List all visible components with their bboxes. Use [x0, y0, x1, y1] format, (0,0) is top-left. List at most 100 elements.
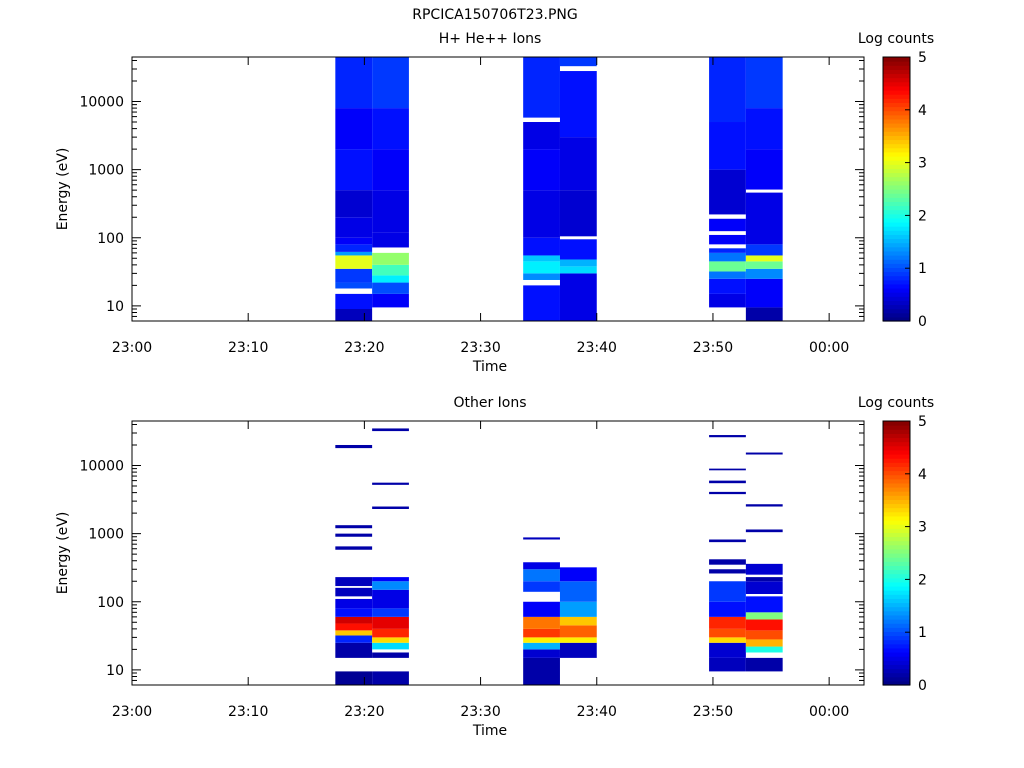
heatmap-cell	[372, 506, 409, 509]
colorbar-segment	[883, 168, 910, 174]
heatmap-cell	[745, 244, 783, 256]
colorbar-segment	[883, 635, 910, 641]
colorbar-segment	[883, 569, 910, 575]
heatmap-cell	[745, 255, 783, 262]
colorbar-segment	[883, 94, 910, 99]
heatmap-cell	[559, 259, 597, 267]
colorbar-segment	[883, 123, 910, 128]
colorbar-segment	[883, 184, 910, 190]
heatmap-cell	[372, 108, 409, 150]
colorbar-segment	[883, 205, 910, 211]
heatmap-cell	[335, 608, 373, 617]
colorbar-segment	[883, 532, 910, 538]
x-tick-label: 23:00	[112, 704, 152, 720]
colorbar-segment	[883, 69, 910, 75]
panel-title: Other Ions	[453, 395, 526, 411]
heatmap-cell	[372, 608, 409, 617]
colorbar-segment	[883, 619, 910, 624]
colorbar-segment	[883, 61, 910, 66]
heatmap-cell	[372, 190, 409, 233]
heatmap-cell	[745, 452, 783, 455]
colorbar-segment	[883, 271, 910, 277]
colorbar-segment	[883, 429, 910, 434]
heatmap-cell	[559, 581, 597, 602]
heatmap-cell	[709, 616, 746, 629]
colorbar-segment	[883, 581, 910, 587]
x-tick-label: 23:30	[460, 704, 500, 720]
heatmap-cell	[559, 239, 597, 260]
colorbar-segment	[883, 528, 910, 533]
colorbar-segment	[883, 548, 910, 554]
y-tick-label: 1000	[88, 527, 124, 543]
colorbar-segment	[883, 672, 910, 678]
plot-frame	[131, 420, 865, 686]
colorbar-segment	[883, 565, 910, 571]
x-tick-label: 23:30	[460, 340, 500, 356]
heatmap-cell	[523, 261, 560, 274]
heatmap-cell	[335, 630, 373, 636]
colorbar-tick-label: 2	[918, 572, 927, 588]
heatmap-cell	[745, 619, 783, 631]
heatmap-cell	[709, 559, 746, 565]
heatmap-cell	[335, 217, 373, 238]
x-tick-label: 23:40	[577, 704, 617, 720]
colorbar-segment	[883, 222, 910, 227]
heatmap-cell	[523, 637, 560, 643]
y-tick-label: 100	[97, 231, 124, 247]
heatmap-cell	[709, 435, 746, 438]
heatmap-cell	[709, 169, 746, 215]
panels: H+ He++ Ions 23:00 23:10 23:20 23:30 23:40 23:…	[55, 31, 934, 739]
heatmap-cell	[745, 657, 783, 672]
colorbar-segment	[883, 118, 910, 124]
heatmap-cell	[335, 282, 373, 289]
heatmap-cell	[335, 268, 373, 283]
colorbar-frame	[882, 420, 911, 686]
heatmap-cell	[745, 504, 783, 507]
heatmap-cell	[523, 657, 560, 685]
colorbar-segment	[883, 544, 910, 550]
heatmap-cell	[745, 630, 783, 640]
colorbar-segment	[883, 639, 910, 645]
x-tick-label: 00:00	[809, 704, 849, 720]
plot-frame	[131, 56, 865, 322]
y-tick-label: 10	[106, 299, 124, 315]
colorbar-tick-label: 5	[918, 50, 927, 66]
heatmap-cell	[335, 642, 373, 658]
colorbar-segment	[883, 73, 910, 79]
colorbar-segment	[883, 524, 910, 529]
colorbar-segment	[883, 110, 910, 116]
heatmap-cell	[709, 278, 746, 294]
colorbar-segment	[883, 631, 910, 637]
colorbar-segment	[883, 255, 910, 260]
colorbar-tick-label: 0	[918, 678, 927, 694]
heatmap-cell	[523, 649, 560, 658]
colorbar-segment	[883, 292, 910, 297]
heatmap-cell	[709, 57, 746, 123]
heatmap-cell	[335, 635, 373, 643]
colorbar-label: Log counts	[858, 395, 934, 411]
colorbar-segment	[883, 217, 910, 223]
x-tick-label: 23:00	[112, 340, 152, 356]
heatmap-cell	[335, 237, 373, 245]
heatmap-cell	[523, 569, 560, 582]
colorbar-segment	[883, 139, 910, 145]
heatmap-cell	[335, 525, 373, 529]
colorbar-segment	[883, 454, 910, 459]
heatmap-cell	[745, 581, 783, 594]
y-tick-label: 10000	[79, 459, 124, 475]
heatmap-cell	[372, 628, 409, 638]
colorbar-segment	[883, 304, 910, 310]
heatmap-cell	[709, 642, 746, 658]
heatmap-cell	[745, 639, 783, 647]
heatmap-cell	[559, 273, 597, 321]
heatmap-cell	[559, 601, 597, 617]
colorbar-segment	[883, 540, 910, 546]
panel-title: H+ He++ Ions	[439, 31, 542, 47]
colorbar-segment	[883, 449, 910, 455]
heatmap-cell	[523, 285, 560, 321]
colorbar-tick-label: 0	[918, 314, 927, 330]
heatmap-cell	[335, 251, 373, 256]
colorbar-segment	[883, 263, 910, 268]
heatmap-cell	[335, 577, 373, 587]
heatmap-cell	[372, 581, 409, 590]
